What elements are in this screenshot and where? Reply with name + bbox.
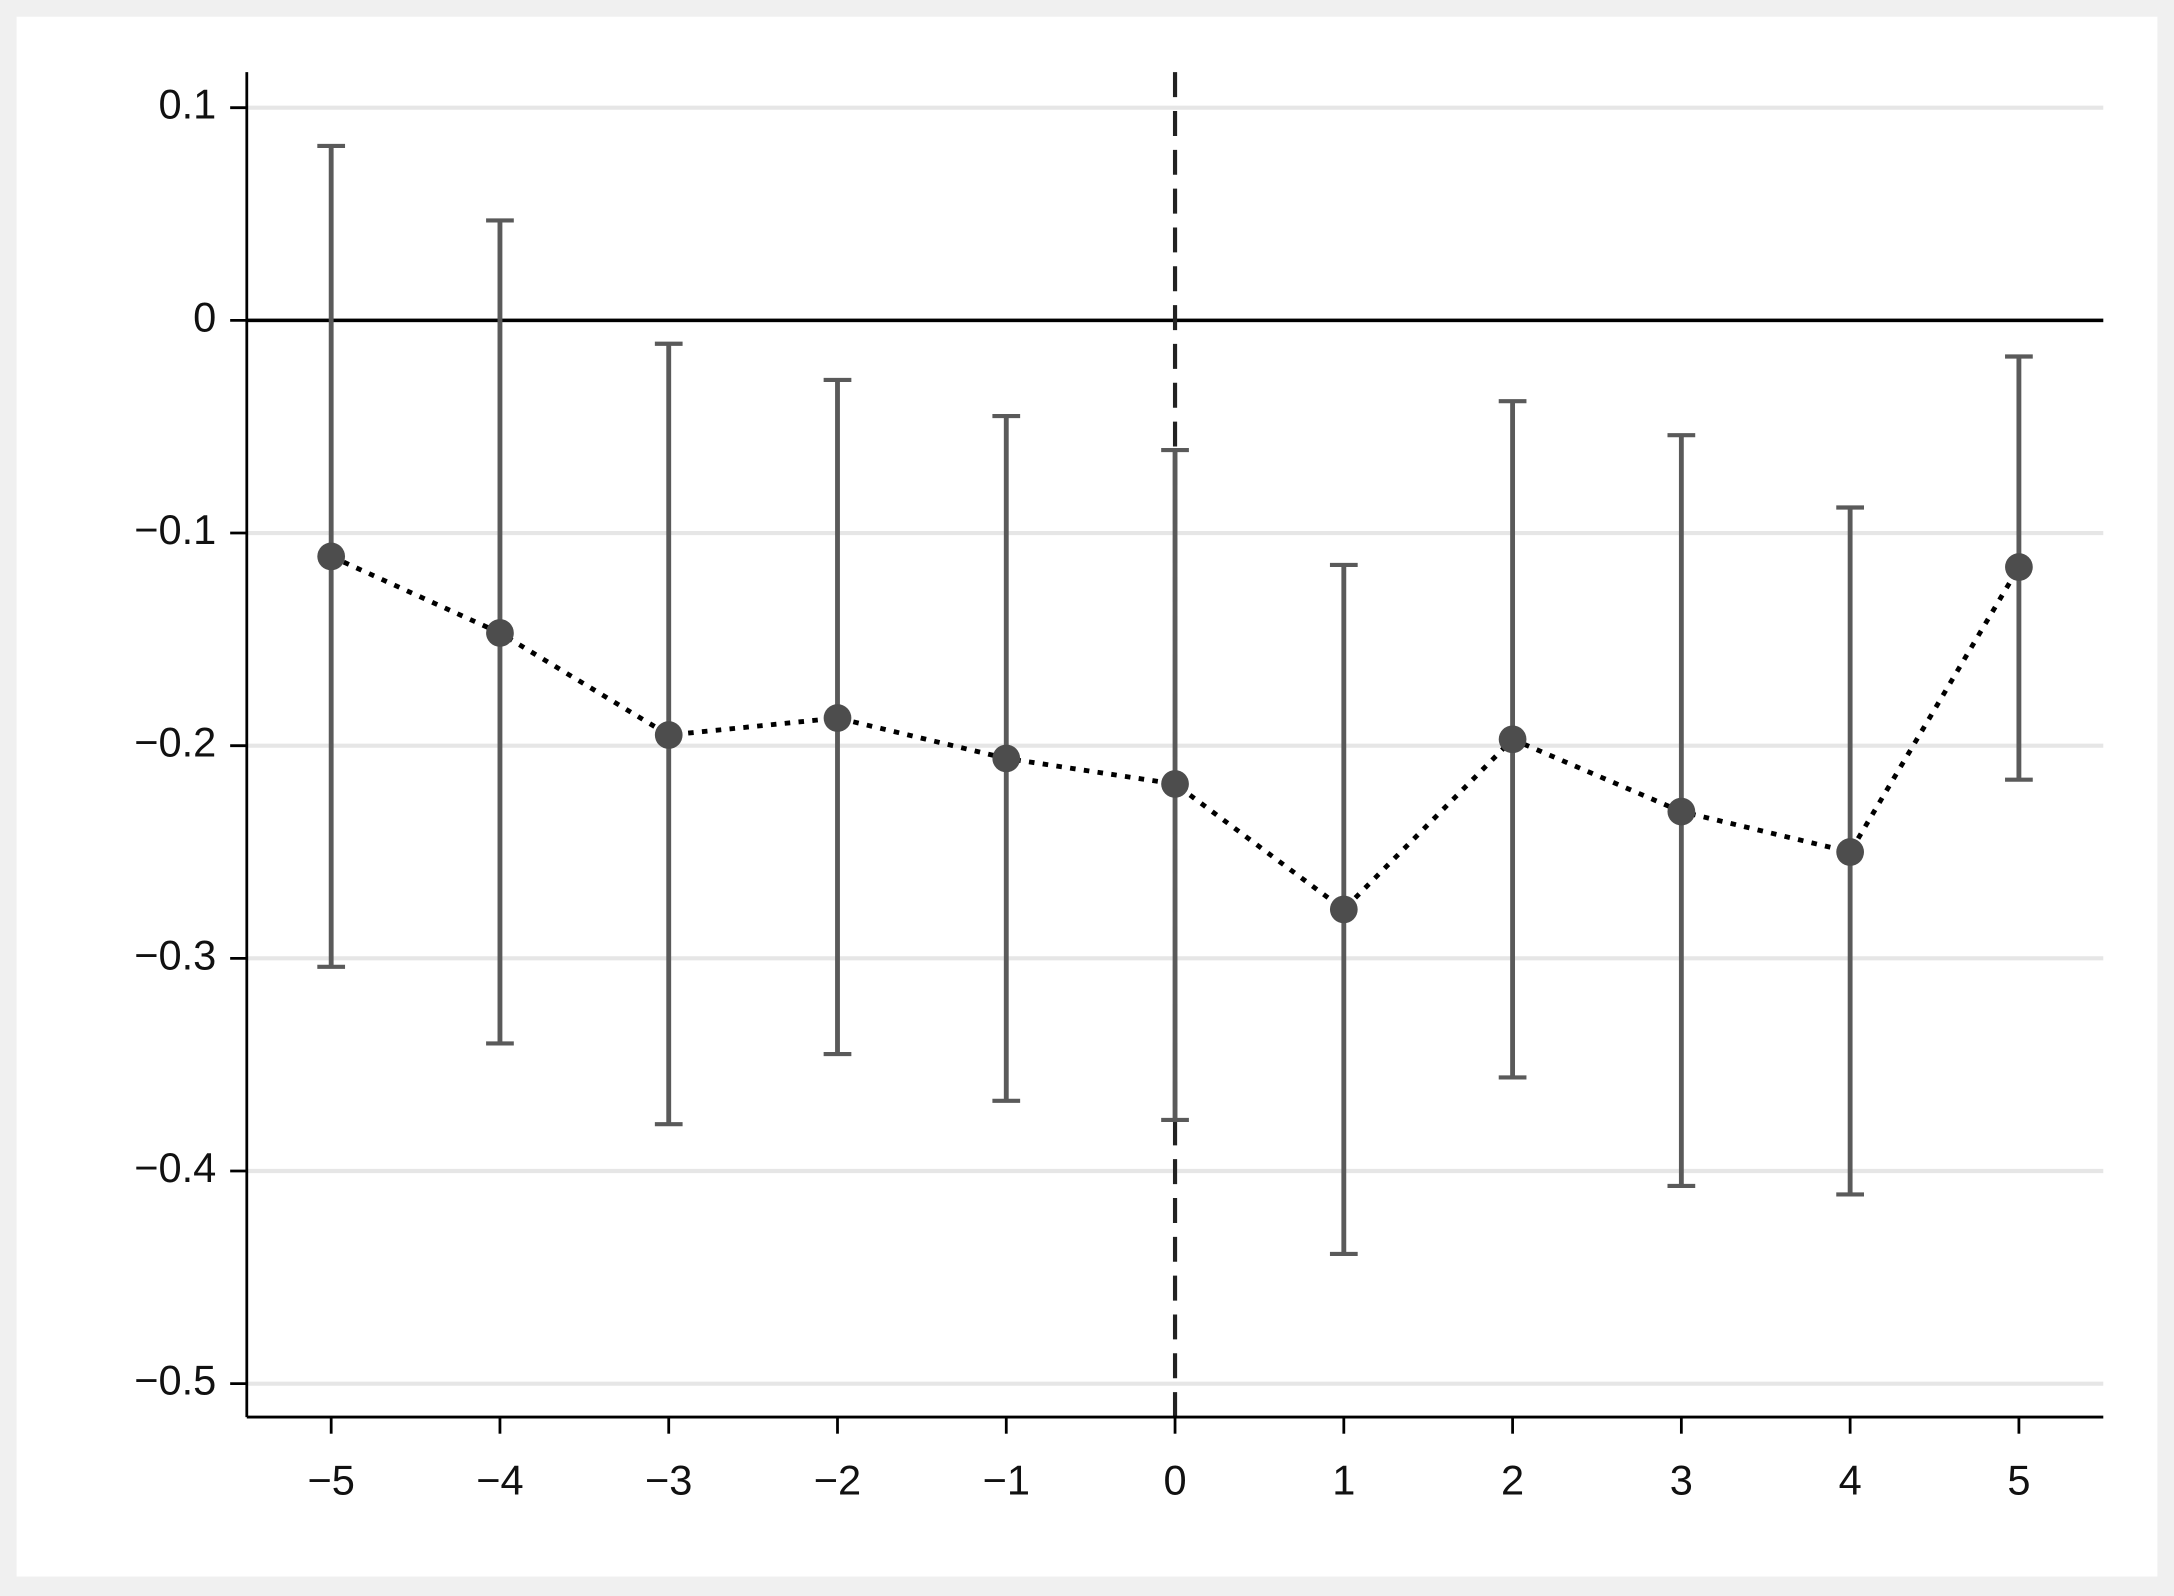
x-tick-label: 1 bbox=[1332, 1457, 1355, 1504]
point bbox=[1329, 895, 1358, 924]
x-tick-label: 2 bbox=[1501, 1457, 1524, 1504]
point bbox=[1161, 770, 1189, 798]
point bbox=[1836, 838, 1864, 866]
x-tick-label: 0 bbox=[1163, 1457, 1186, 1504]
x-tick-label: −1 bbox=[983, 1457, 1030, 1504]
x-tick-label: 3 bbox=[1670, 1457, 1693, 1504]
y-tick-label: −0.1 bbox=[134, 506, 216, 553]
y-tick-label: −0.2 bbox=[134, 719, 216, 766]
y-tick-label: −0.5 bbox=[134, 1357, 216, 1404]
point bbox=[992, 744, 1021, 773]
point bbox=[823, 704, 852, 732]
y-tick-label: −0.4 bbox=[134, 1144, 216, 1191]
y-tick-label: 0.1 bbox=[158, 81, 216, 128]
x-tick-label: −4 bbox=[476, 1457, 523, 1504]
y-tick-label: 0 bbox=[193, 293, 216, 340]
x-tick-label: 4 bbox=[1839, 1457, 1862, 1504]
y-tick-label: −0.3 bbox=[134, 931, 216, 978]
point bbox=[1667, 797, 1696, 826]
x-tick-label: −3 bbox=[645, 1457, 692, 1504]
point bbox=[654, 721, 683, 749]
point bbox=[486, 619, 514, 647]
point bbox=[1498, 725, 1527, 754]
plot-background bbox=[16, 16, 2158, 1577]
point bbox=[2005, 553, 2033, 581]
x-tick-label: −2 bbox=[814, 1457, 861, 1504]
x-tick-label: −5 bbox=[307, 1457, 354, 1504]
point bbox=[317, 542, 346, 571]
x-tick-label: 5 bbox=[2007, 1457, 2030, 1504]
